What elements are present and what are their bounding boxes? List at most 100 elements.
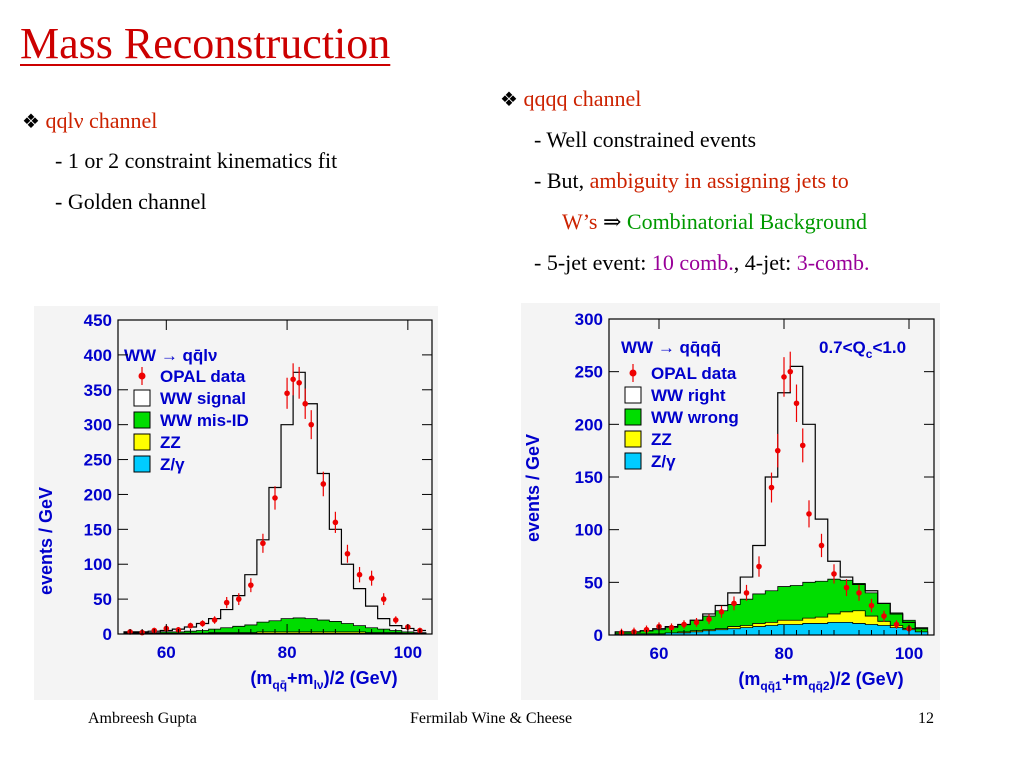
chart-header: WW → qq̄qq̄ [621, 338, 721, 357]
page-title: Mass Reconstruction [20, 19, 391, 68]
bullet-diamond-icon: ❖ [500, 89, 518, 111]
data-point [344, 544, 351, 563]
ten-comb-text: 10 comb. [651, 250, 734, 275]
bullet-diamond-icon: ❖ [22, 111, 40, 133]
data-point [248, 578, 254, 593]
data-point [831, 564, 837, 584]
x-tick-label: 60 [650, 644, 669, 663]
footer-author: Ambreesh Gupta [88, 710, 197, 727]
right-line-1: - Well constrained events [534, 127, 757, 152]
y-tick-label: 300 [575, 310, 603, 329]
right-line-4: - 5-jet event: 10 comb., 4-jet: 3-comb. [534, 250, 869, 276]
y-tick-label: 450 [84, 311, 112, 330]
data-point [211, 616, 218, 624]
data-point [296, 366, 302, 399]
svg-text:OPAL data: OPAL data [651, 364, 737, 383]
data-point [868, 598, 875, 613]
data-point [235, 593, 242, 606]
legend-entry: WW signal [133, 389, 246, 408]
footer-event: Fermilab Wine & Cheese [410, 710, 573, 727]
chart-qqqq: events / GeV WW → qq̄qq̄ 0.7<Qc<1.0 (mqq… [523, 310, 935, 693]
bullet-qqlnu: ❖ qqlν channel [22, 108, 157, 135]
svg-text:WW right: WW right [651, 386, 726, 405]
data-point [843, 579, 850, 597]
y-tick-label: 50 [584, 573, 603, 592]
y-tick-label: 250 [575, 363, 603, 382]
y-tick-label: 300 [84, 416, 112, 435]
channel-word: channel [83, 108, 158, 133]
svg-text:ZZ: ZZ [160, 433, 181, 452]
x-axis-label: (mqq̄1+mqq̄2)/2 (GeV) [738, 669, 903, 693]
chart-qqlnu: events / GeV WW → qq̄lν (mqq̄+mlν)/2 (Ge… [36, 311, 433, 692]
svg-text:Z/γ: Z/γ [651, 452, 676, 471]
x-tick-label: 80 [775, 644, 794, 663]
data-point [199, 620, 206, 627]
y-tick-label: 100 [575, 521, 603, 540]
bullet-qqqq: ❖ qqqq channel [500, 86, 641, 113]
data-point [856, 584, 862, 601]
data-point [332, 511, 339, 533]
svg-text:WW wrong: WW wrong [651, 408, 739, 427]
but-text: - But, [534, 168, 590, 193]
implies-arrow-icon: ⇒ [602, 209, 622, 234]
combinatorial-text: Combinatorial Background [621, 209, 868, 234]
y-tick-label: 350 [84, 381, 112, 400]
data-point [787, 351, 794, 392]
legend-entry: WW right [624, 386, 726, 405]
y-axis-label: events / GeV [36, 487, 56, 595]
y-tick-label: 50 [93, 590, 112, 609]
data-point [308, 410, 315, 440]
data-point [290, 363, 296, 396]
x-tick-label: 100 [895, 644, 923, 663]
right-line-3: W’s ⇒ Combinatorial Background [562, 209, 867, 235]
svg-text:Z/γ: Z/γ [160, 455, 185, 474]
data-point [718, 605, 725, 618]
x-tick-label: 100 [394, 643, 422, 662]
svg-text:OPAL data: OPAL data [160, 367, 246, 386]
y-axis-label: events / GeV [523, 434, 543, 542]
data-point [743, 584, 750, 601]
chart-header: WW → qq̄lν [124, 346, 217, 365]
qqqq-label: qqqq channel [523, 86, 642, 111]
data-point [380, 593, 387, 606]
data-point [302, 388, 308, 419]
y-tick-label: 400 [84, 346, 112, 365]
data-point [756, 556, 762, 577]
y-tick-label: 150 [84, 520, 112, 539]
data-point [693, 617, 700, 627]
data-point [893, 620, 900, 629]
y-tick-label: 200 [84, 485, 112, 504]
misid-area [123, 617, 427, 635]
three-comb-text: 3-comb. [796, 250, 870, 275]
left-item-1: - 1 or 2 constraint kinematics fit [55, 148, 338, 173]
data-point [781, 357, 787, 397]
data-point [284, 377, 290, 409]
data-point [768, 472, 775, 503]
data-point [187, 622, 194, 629]
svg-text:WW signal: WW signal [160, 389, 246, 408]
data-point [818, 533, 825, 558]
x-axis-label: (mqq̄+mlν)/2 (GeV) [250, 668, 397, 692]
y-tick-label: 150 [575, 468, 603, 487]
y-tick-label: 100 [84, 555, 112, 574]
legend-entry: WW mis-ID [133, 411, 249, 430]
plot-qqlnu: events / GeV WW → qq̄lν (mqq̄+mlν)/2 (Ge… [34, 306, 438, 700]
legend-entry: OPAL data [629, 364, 737, 383]
y-tick-label: 0 [103, 625, 112, 644]
qqlnu-label: qql [45, 108, 74, 133]
svg-text:ZZ: ZZ [651, 430, 672, 449]
data-point [806, 500, 812, 528]
legend-entry: OPAL data [138, 367, 246, 386]
data-point [774, 433, 781, 468]
footer-page: 12 [918, 710, 934, 727]
data-point [368, 570, 375, 586]
y-tick-label: 250 [84, 451, 112, 470]
ws-text: W’s [562, 209, 603, 234]
chart-header-cut: 0.7<Qc<1.0 [819, 338, 906, 361]
legend-entry: ZZ [133, 433, 181, 452]
plot-qqqq: events / GeV WW → qq̄qq̄ 0.7<Qc<1.0 (mqq… [521, 303, 940, 700]
data-point [881, 610, 887, 622]
ambiguity-text: ambiguity in assigning jets to [589, 168, 849, 193]
data-point [392, 616, 399, 624]
data-point [356, 566, 363, 583]
